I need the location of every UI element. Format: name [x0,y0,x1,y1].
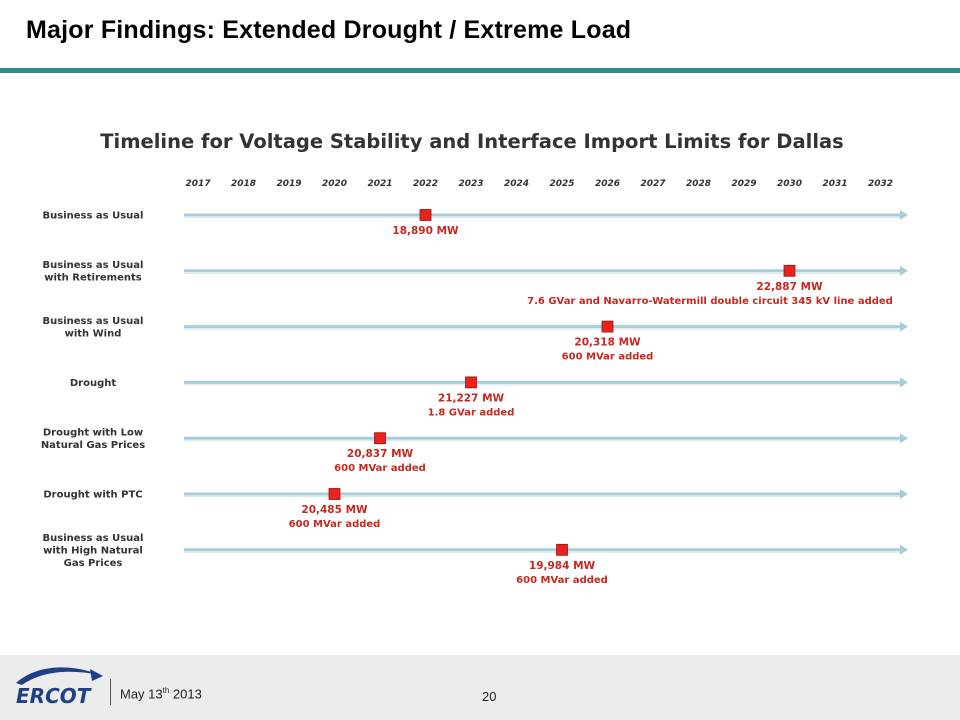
limit-note-label: 600 MVar added [516,575,608,586]
slide-title: Major Findings: Extended Drought / Extre… [26,16,632,44]
year-tick-label: 2022 [413,179,438,189]
timeline-row: Business as Usual with Retirements 22,887 … [43,260,908,307]
limit-value-label: 20,837 MW [347,448,414,460]
limit-note-label: 600 MVar added [562,352,654,363]
scenario-label: Gas Prices [64,558,123,569]
chart-title: Timeline for Voltage Stability and Inter… [100,130,844,153]
scenario-label: Business as Usual [43,211,144,222]
limit-note-label: 7.6 GVar and Navarro-Watermill double ci… [527,296,893,307]
limit-note-label: 600 MVar added [334,463,426,474]
year-tick-label: 2032 [868,179,893,189]
timeline-row: Business as Usual 18,890 MW [43,209,908,237]
date-prefix: May 13 [120,686,163,702]
scenario-label: Business as Usual [43,533,144,544]
timeline-chart: Timeline for Voltage Stability and Inter… [41,130,908,586]
limit-marker [328,488,341,500]
date-suffix: 2013 [169,686,202,702]
timeline-arrowhead [900,544,908,555]
limit-value-label: 19,984 MW [529,560,596,572]
limit-value-label: 22,887 MW [756,281,823,293]
scenario-label: with Retirements [44,273,142,284]
limit-note-label: 600 MVar added [289,519,381,530]
limit-value-label: 20,485 MW [301,504,368,516]
year-tick-label: 2019 [276,179,301,189]
footer-date: May 13th 2013 [120,686,202,701]
title-rule [0,68,960,73]
scenario-label: Drought with Low [43,427,143,438]
timeline-arrowhead [900,265,908,276]
ercot-logo: ERCOT [16,667,103,708]
year-tick-label: 2025 [549,179,574,189]
timeline-arrowhead [900,321,908,332]
year-tick-label: 2017 [185,179,211,189]
footer-divider [110,679,111,705]
scenario-label: Natural Gas Prices [41,440,145,451]
timeline-arrowhead [900,433,908,444]
limit-marker [783,264,796,277]
limit-marker [419,209,432,221]
timeline-arrowhead [900,489,908,499]
timeline-arrowhead [900,210,908,220]
year-tick-label: 2029 [731,179,756,189]
logo-text: ERCOT [16,684,92,708]
year-tick-label: 2027 [640,179,666,189]
timeline-row: Drought with Low Natural Gas Prices 20,837… [41,427,908,474]
scenario-label: with High Natural [43,545,143,556]
scenario-label: with Wind [65,328,122,339]
timeline-row: Drought 21,227 MW 1.8 GVar added [70,376,908,418]
limit-marker [374,432,386,445]
limit-value-label: 18,890 MW [392,225,459,237]
limit-marker [601,320,614,333]
date-superscript: th [162,686,170,695]
scenario-label: Drought [70,378,116,389]
limit-note-label: 1.8 GVar added [428,407,515,418]
limit-value-label: 20,318 MW [574,337,641,349]
scenario-label: Drought with PTC [43,490,142,501]
scenario-label: Business as Usual [43,260,144,271]
year-tick-label: 2031 [822,179,847,189]
year-tick-label: 2023 [458,179,483,189]
limit-marker [556,543,568,556]
year-tick-label: 2030 [777,179,802,189]
year-tick-label: 2026 [595,179,620,189]
limit-value-label: 21,227 MW [438,392,505,404]
year-tick-label: 2018 [231,179,256,189]
year-tick-label: 2021 [367,179,392,189]
page-number: 20 [482,689,497,704]
year-tick-label: 2024 [504,179,529,189]
footer: ERCOT May 13th 2013 20 [0,655,960,720]
year-axis: 2017 2018 2019 2020 2021 2022 2023 2024 2025 2026… [185,179,893,189]
scenario-label: Business as Usual [43,316,144,327]
timeline-arrowhead [900,377,908,388]
year-tick-label: 2020 [322,179,347,189]
limit-marker [465,376,477,389]
year-tick-label: 2028 [686,179,711,189]
timeline-row: Drought with PTC 20,485 MW 600 MVar added [43,488,908,530]
